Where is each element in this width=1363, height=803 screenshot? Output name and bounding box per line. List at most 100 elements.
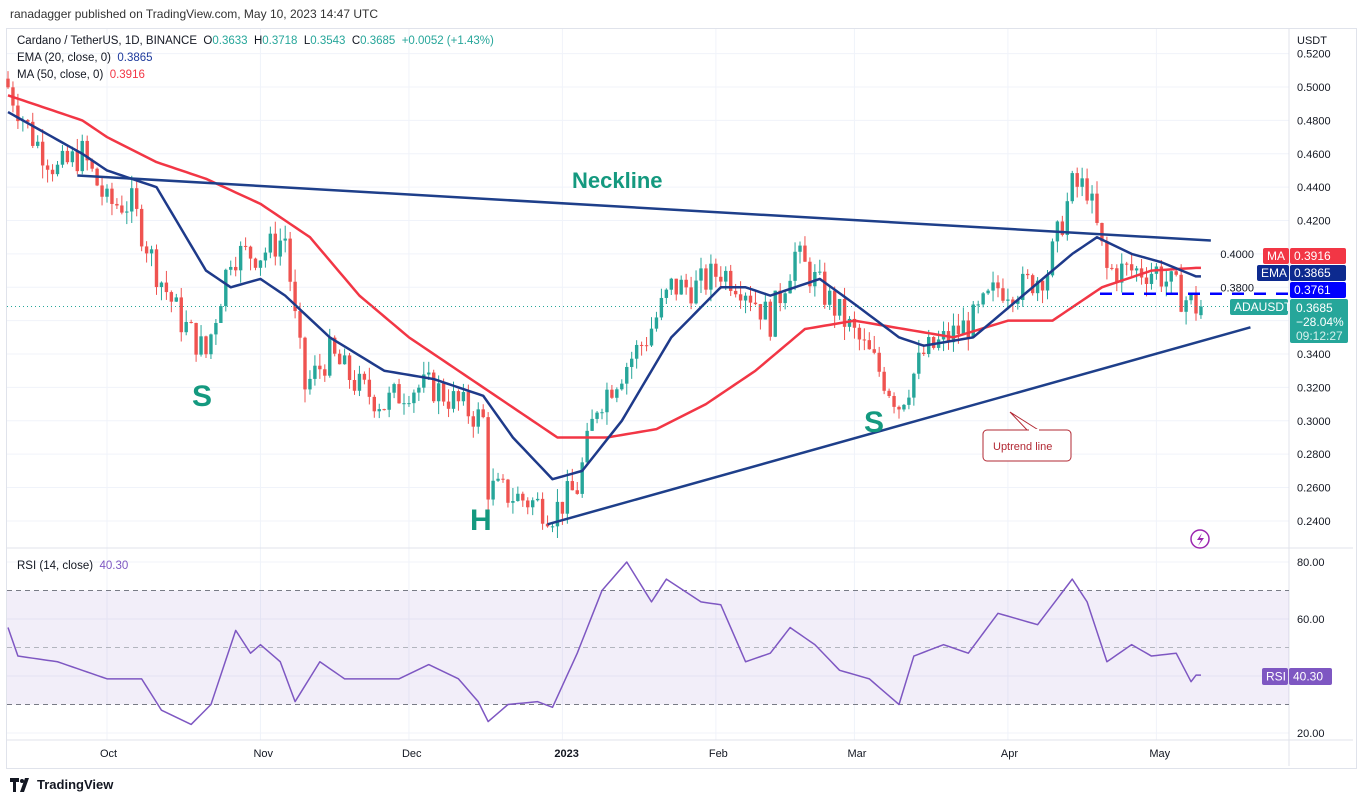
candle: [526, 497, 530, 515]
rsi-label: RSI (14, close): [17, 560, 94, 572]
candle-body: [501, 478, 505, 480]
candle: [887, 388, 891, 398]
candle: [273, 221, 277, 266]
candle: [293, 269, 297, 319]
candle-body: [615, 389, 619, 398]
candle-body: [986, 290, 990, 294]
candle: [511, 487, 515, 514]
rsi-legend[interactable]: RSI (14, close) 40.30: [17, 560, 128, 572]
neckline-trendline[interactable]: [77, 174, 1211, 242]
price-tick-label: 0.2800: [1297, 449, 1331, 461]
candle: [219, 303, 223, 323]
right-shoulder-label: S: [864, 406, 884, 439]
candle: [486, 412, 490, 512]
change-pct-text: −28.04%: [1296, 315, 1344, 329]
candle-body: [580, 462, 584, 494]
time-axis-label: Feb: [709, 748, 728, 760]
candle-body: [912, 373, 916, 398]
rsi-tick-label: 80.00: [1297, 557, 1325, 569]
rsi-tag-text: RSI: [1266, 670, 1286, 684]
candle-body: [1035, 280, 1040, 294]
candle-body: [204, 336, 208, 355]
candle: [516, 486, 520, 502]
candle-body: [31, 121, 35, 146]
candle-body: [130, 188, 134, 212]
candle-body: [719, 276, 723, 282]
candle: [555, 489, 560, 539]
ma-legend[interactable]: MA (50, close, 0) 0.3916: [17, 69, 145, 81]
candle-body: [1149, 273, 1154, 284]
time-axis-label: Mar: [847, 748, 866, 760]
tradingview-logo-icon: [10, 777, 29, 792]
candle-body: [550, 526, 555, 528]
candle-body: [511, 501, 515, 503]
candle-body: [65, 150, 70, 163]
symbol-tag-badge: [1230, 299, 1288, 315]
uptrend-trendline[interactable]: [547, 326, 1251, 526]
candle-body: [105, 188, 109, 197]
uptrend-callout-box[interactable]: [982, 429, 1072, 462]
candle: [135, 179, 139, 217]
candle-body: [26, 120, 30, 122]
candle: [402, 393, 406, 415]
chart-frame[interactable]: [6, 28, 1357, 769]
candle: [625, 362, 629, 395]
candle-body: [1065, 201, 1069, 235]
rsi-value: 40.30: [99, 560, 129, 572]
candle-body: [535, 498, 540, 501]
candle-body: [154, 249, 159, 288]
candle-body: [352, 379, 357, 391]
candle: [630, 351, 634, 379]
candle: [446, 389, 451, 418]
candle: [902, 403, 906, 412]
candle-body: [768, 301, 772, 337]
candle-body: [100, 185, 104, 197]
ema-label: EMA (20, close, 0): [17, 52, 111, 64]
time-axis-label: Dec: [402, 748, 422, 760]
candle: [456, 389, 461, 411]
candle-body: [184, 321, 188, 333]
candle: [130, 175, 134, 223]
ema-legend[interactable]: EMA (20, close, 0) 0.3865: [17, 52, 153, 64]
candle-body: [397, 384, 401, 404]
candle: [1001, 278, 1005, 303]
candle-body: [729, 270, 733, 291]
candle: [837, 298, 842, 320]
candle: [917, 339, 921, 380]
candle-body: [258, 260, 263, 268]
candle-body: [194, 322, 198, 355]
candle: [753, 291, 758, 306]
candle-body: [392, 384, 396, 393]
uptrend-callout-arrow: [1009, 411, 1041, 432]
candle-body: [679, 279, 683, 295]
candle: [50, 164, 55, 182]
candle: [634, 340, 639, 369]
candle-body: [1070, 173, 1074, 202]
candle-body: [595, 412, 599, 419]
candle: [1095, 181, 1099, 226]
candle-body: [1115, 268, 1119, 283]
candle-body: [110, 188, 114, 204]
candle-body: [630, 358, 634, 367]
tradingview-logo[interactable]: TradingView: [10, 777, 113, 792]
time-axis-label: Apr: [1001, 748, 1018, 760]
candle-body: [763, 301, 768, 320]
candle: [976, 300, 980, 314]
candle: [184, 310, 188, 336]
candle-body: [179, 297, 183, 333]
change-value: +0.0052 (+1.43%): [401, 35, 494, 47]
candle-body: [699, 268, 703, 281]
candle: [199, 325, 203, 357]
candle-body: [808, 261, 812, 287]
candle-body: [531, 500, 535, 508]
candle: [798, 241, 802, 264]
candle-body: [907, 397, 911, 405]
rsi-tick-label: 20.00: [1297, 728, 1325, 740]
candle: [45, 159, 50, 183]
candle-body: [466, 392, 471, 417]
candle: [36, 135, 40, 149]
candle: [1184, 296, 1188, 325]
alert-flash-icon[interactable]: [1190, 529, 1210, 549]
candle-body: [268, 233, 273, 253]
